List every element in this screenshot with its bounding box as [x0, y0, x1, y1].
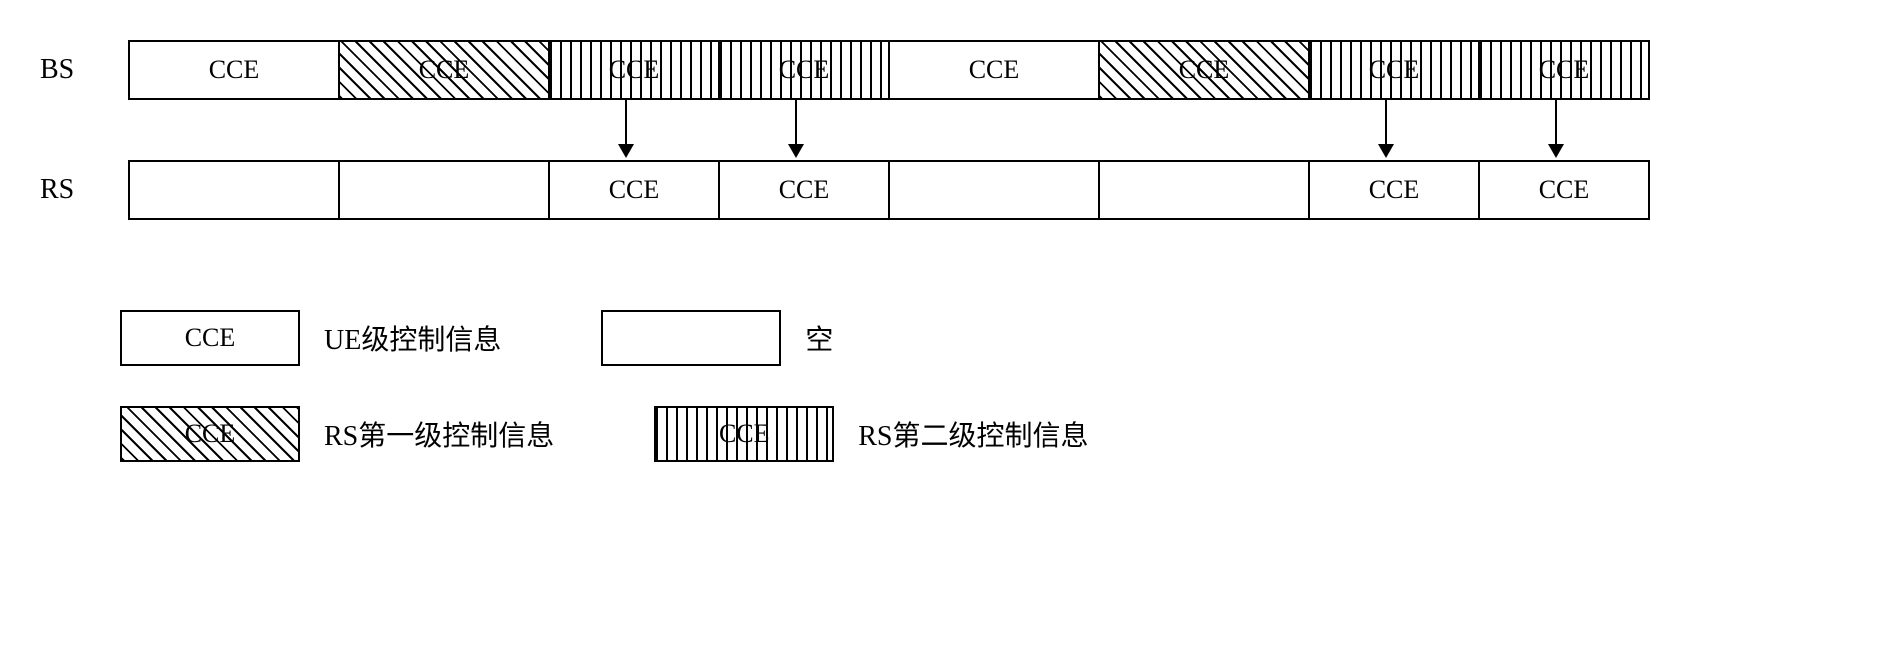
cce-label: CCE — [1369, 55, 1420, 85]
cce-label: CCE — [185, 419, 236, 449]
legend-item: CCE RS第一级控制信息 — [120, 406, 554, 462]
rs-cell: CCE — [1480, 162, 1650, 218]
legend-swatch: CCE — [120, 406, 300, 462]
rs-label: RS — [40, 174, 128, 206]
cce-label: CCE — [419, 55, 470, 85]
cce-label: CCE — [779, 175, 830, 205]
cce-label: CCE — [779, 55, 830, 85]
rs-cell — [340, 162, 550, 218]
cce-label: CCE — [1539, 55, 1590, 85]
rs-cell — [1100, 162, 1310, 218]
cce-label: CCE — [1539, 175, 1590, 205]
rs-cell — [890, 162, 1100, 218]
bs-cell: CCE — [1310, 42, 1480, 98]
bs-track: CCE CCE CCE CCE CCE CCE CCE CCE — [128, 40, 1650, 100]
cce-label: CCE — [609, 175, 660, 205]
legend-swatch: CCE — [120, 310, 300, 366]
legend-text: RS第一级控制信息 — [324, 414, 554, 454]
arrow — [1385, 98, 1387, 156]
rs-cell: CCE — [720, 162, 890, 218]
bs-cell: CCE — [550, 42, 720, 98]
legend-row-1: CCE UE级控制信息 空 — [120, 310, 1854, 366]
cce-label: CCE — [609, 55, 660, 85]
legend-row-2: CCE RS第一级控制信息 CCE RS第二级控制信息 — [120, 406, 1854, 462]
cce-label: CCE — [1369, 175, 1420, 205]
rs-cell — [130, 162, 340, 218]
rs-track: CCE CCE CCE CCE — [128, 160, 1650, 220]
legend-swatch: CCE — [654, 406, 834, 462]
arrow — [625, 98, 627, 156]
diagram-root: BS CCECCECCECCECCECCECCECCE RS CCECCECCE… — [40, 40, 1854, 462]
bs-cell: CCE — [340, 42, 550, 98]
cce-label: CCE — [719, 419, 770, 449]
bs-cell: CCE — [720, 42, 890, 98]
bs-row: BS CCE CCE CCE CCE CCE CCE CCE CCE — [40, 40, 1854, 100]
rs-cell: CCE — [1310, 162, 1480, 218]
rs-row: RS CCE CCE CCE CCE — [40, 160, 1854, 220]
legend-text: UE级控制信息 — [324, 318, 501, 358]
legend-text: RS第二级控制信息 — [858, 414, 1088, 454]
bs-cell: CCE — [130, 42, 340, 98]
arrows-region — [120, 100, 1854, 160]
legend: CCE UE级控制信息 空 CCE RS第一级控制信息 CCE RS第二级控制信息 — [120, 310, 1854, 462]
rs-cell: CCE — [550, 162, 720, 218]
legend-swatch — [601, 310, 781, 366]
legend-item: CCE UE级控制信息 — [120, 310, 501, 366]
legend-item: CCE RS第二级控制信息 — [654, 406, 1088, 462]
bs-cell: CCE — [1480, 42, 1650, 98]
bs-label: BS — [40, 54, 128, 86]
arrow — [1555, 98, 1557, 156]
bs-cell: CCE — [1100, 42, 1310, 98]
bs-cell: CCE — [890, 42, 1100, 98]
cce-label: CCE — [969, 55, 1020, 85]
cce-label: CCE — [185, 323, 236, 353]
legend-text: 空 — [805, 318, 833, 358]
legend-item: 空 — [601, 310, 833, 366]
cce-label: CCE — [1179, 55, 1230, 85]
cce-label: CCE — [209, 55, 260, 85]
arrow — [795, 98, 797, 156]
